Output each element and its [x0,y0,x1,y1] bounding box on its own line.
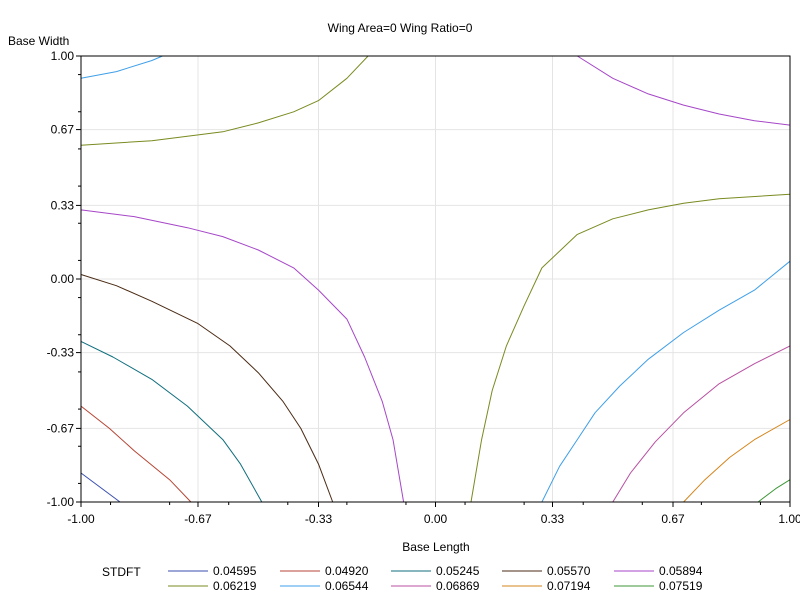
y-tick-label: 0.00 [51,272,75,286]
y-tick-label: 1.00 [51,49,75,63]
grid [81,56,790,502]
x-tick-label: -0.67 [184,512,212,526]
axis-ticks: -1.00 -0.67 -0.33 0.00 0.33 0.67 1.00 1.00 0.67 0… [47,49,800,526]
contour-line-0.06869 [612,345,791,503]
y-tick-label: -1.00 [47,495,75,509]
contour-line-0.06544 [541,260,791,503]
chart-title: Wing Area=0 Wing Ratio=0 [328,21,473,35]
contour-line-0.06219 [80,55,369,146]
legend-label: 0.06544 [325,579,369,593]
contour-line-0.07194 [683,419,791,503]
legend: 0.04595 0.04920 0.05245 0.05570 0.05894 0.062… [168,564,703,593]
contour-line-0.05245 [80,340,263,503]
y-tick-label: 0.67 [51,123,75,137]
legend-label: 0.05245 [436,564,480,578]
x-tick-label: -1.00 [67,512,95,526]
legend-label: 0.04920 [325,564,369,578]
y-tick-label: 0.33 [51,198,75,212]
contour-line-0.07519 [757,479,791,503]
contour-line-0.04595 [80,472,121,503]
x-tick-label: 0.67 [661,512,685,526]
legend-label: 0.04595 [213,564,257,578]
legend-title: STDFT [102,565,141,579]
contour-line-0.06544 [80,55,163,79]
legend-label: 0.07519 [659,579,703,593]
legend-label: 0.05570 [547,564,591,578]
x-axis-label: Base Length [402,540,469,554]
x-tick-label: 1.00 [778,512,800,526]
contour-line-0.05894 [577,55,791,126]
legend-label: 0.06219 [213,579,257,593]
contour-line-0.04920 [80,405,192,503]
legend-label: 0.07194 [547,579,591,593]
contour-line-0.06219 [470,193,791,503]
y-tick-label: -0.67 [47,421,75,435]
legend-label: 0.05894 [659,564,703,578]
contour-line-0.05894 [80,209,405,503]
y-tick-label: -0.33 [47,346,75,360]
x-tick-label: -0.33 [305,512,333,526]
y-axis-label: Base Width [8,34,69,48]
x-tick-label: 0.33 [541,512,565,526]
contour-line-0.05570 [80,274,334,503]
x-tick-label: 0.00 [424,512,448,526]
contour-lines [80,55,791,503]
legend-label: 0.06869 [436,579,480,593]
